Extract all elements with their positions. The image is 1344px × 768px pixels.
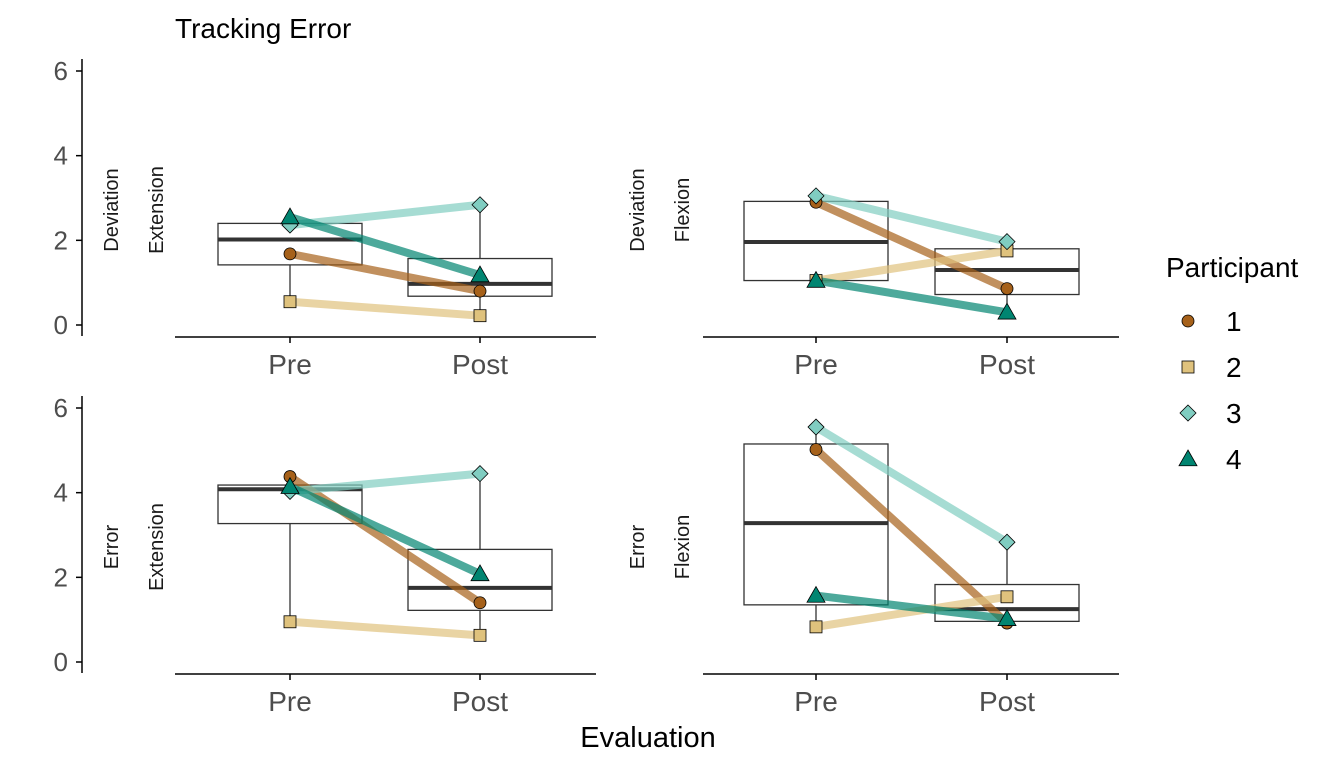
y-tick-label: 6	[54, 393, 68, 423]
facet-panel: 0 2 4 6 Deviation Extension Pre Post	[54, 56, 596, 380]
facet-panel: Deviation Flexion Pre Post	[627, 168, 1119, 380]
participant-1-line	[813, 446, 1010, 627]
legend-key-square	[1181, 360, 1195, 374]
y-tick-label: 0	[54, 310, 68, 340]
participant-2-line	[289, 297, 481, 320]
participant-4-line	[815, 276, 1008, 317]
box-iqr	[407, 548, 553, 612]
boxplot-post	[407, 473, 553, 636]
legend-items: 1 2 3 4	[1178, 306, 1242, 475]
participant-4-point	[806, 585, 826, 603]
x-tick-label: Pre	[268, 686, 312, 717]
participant-3-point	[471, 196, 489, 214]
participant-4-line	[815, 591, 1008, 623]
participant-3-point	[998, 233, 1016, 251]
facet-panel: Error Flexion Pre Post	[627, 418, 1119, 717]
y-tick-label: 2	[54, 225, 68, 255]
legend-title: Participant	[1166, 252, 1299, 283]
participant-1-point	[809, 443, 823, 456]
participant-3-line	[289, 469, 481, 496]
participant-2-point	[473, 309, 487, 323]
participant-1-point	[283, 247, 297, 261]
participant-3-line	[289, 200, 481, 230]
participant-4-line	[288, 483, 482, 578]
panels-group: 0 2 4 6 Deviation Extension Pre Post Deviation Fl…	[54, 56, 1119, 717]
legend-key-diamond	[1179, 404, 1197, 422]
legend-label: 3	[1226, 398, 1242, 429]
legend-item-1: 1	[1181, 306, 1242, 337]
y-tick-label: 4	[54, 478, 68, 508]
participant-1-line	[289, 249, 481, 296]
x-tick-label: Post	[452, 686, 508, 717]
x-tick-label: Post	[979, 349, 1035, 380]
legend-key-circle	[1181, 314, 1195, 328]
panel-strip-label-inner: Flexion	[672, 178, 694, 242]
participant-1-point	[473, 596, 487, 610]
panel-strip-label-outer: Error	[627, 524, 649, 569]
legend-item-3: 3	[1179, 398, 1242, 429]
participant-2-line	[289, 617, 481, 640]
participant-3-line	[815, 191, 1008, 246]
participant-4-point	[470, 265, 490, 283]
participant-1-point	[1000, 282, 1014, 295]
x-tick-label: Pre	[268, 349, 312, 380]
participant-3-line	[813, 423, 1010, 546]
panel-strip-label-outer: Deviation	[627, 168, 649, 251]
participant-3-point	[807, 187, 825, 205]
participant-3-point	[998, 533, 1016, 551]
y-tick-label: 4	[54, 141, 68, 171]
panel-strip-label-inner: Extension	[146, 166, 168, 254]
participant-2-point	[809, 620, 823, 634]
participant-4-line	[288, 213, 482, 279]
participant-2-point	[283, 295, 297, 309]
x-tick-label: Post	[452, 349, 508, 380]
chart-title: Tracking Error	[175, 13, 351, 44]
panel-strip-label-outer: Deviation	[101, 168, 123, 251]
panel-strip-label-inner: Extension	[146, 503, 168, 591]
participant-3-point	[807, 418, 825, 436]
x-axis-title: Evaluation	[580, 722, 715, 754]
participant-4-point	[997, 609, 1017, 626]
participant-2-point	[283, 615, 297, 629]
participant-2-line	[815, 246, 1008, 285]
legend: Participant 1 2 3 4	[1166, 252, 1299, 475]
y-tick-label: 0	[54, 647, 68, 677]
participant-4-point	[280, 476, 300, 494]
participant-2-point	[473, 628, 487, 642]
panel-strip-label-inner: Flexion	[672, 515, 694, 579]
legend-label: 1	[1226, 306, 1242, 337]
legend-label: 2	[1226, 352, 1242, 383]
x-tick-label: Pre	[794, 686, 838, 717]
participant-1-line	[814, 198, 1009, 293]
participant-4-point	[806, 270, 826, 288]
legend-key-triangle	[1178, 449, 1198, 467]
y-tick-label: 2	[54, 562, 68, 592]
y-tick-label: 6	[54, 56, 68, 86]
facet-panel: 0 2 4 6 Error Extension Pre Post	[54, 393, 596, 717]
participant-3-point	[471, 465, 489, 483]
x-tick-label: Pre	[794, 349, 838, 380]
panel-strip-label-outer: Error	[101, 524, 123, 569]
participant-2-line	[815, 592, 1008, 631]
participant-4-point	[280, 207, 300, 225]
participant-4-point	[470, 564, 490, 582]
legend-item-2: 2	[1181, 352, 1242, 383]
participant-1-point	[473, 284, 487, 298]
participant-4-point	[997, 302, 1017, 320]
participant-2-point	[1000, 590, 1014, 604]
legend-label: 4	[1226, 444, 1242, 475]
legend-item-4: 4	[1178, 444, 1242, 475]
x-tick-label: Post	[979, 686, 1035, 717]
